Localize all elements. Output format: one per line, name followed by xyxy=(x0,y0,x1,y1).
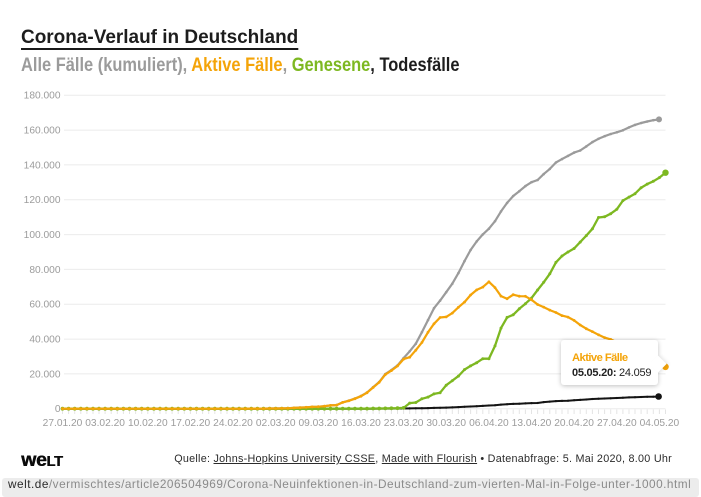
svg-text:13.04.20: 13.04.20 xyxy=(512,418,552,429)
svg-text:0: 0 xyxy=(55,404,61,415)
svg-text:27.01.20: 27.01.20 xyxy=(43,418,83,429)
svg-text:20.04.20: 20.04.20 xyxy=(554,418,594,429)
svg-text:03.02.20: 03.02.20 xyxy=(85,418,125,429)
svg-text:40.000: 40.000 xyxy=(29,335,60,346)
svg-text:30.03.20: 30.03.20 xyxy=(426,418,466,429)
svg-text:04.05.20: 04.05.20 xyxy=(640,418,680,429)
svg-text:06.04.20: 06.04.20 xyxy=(469,418,509,429)
svg-text:17.02.20: 17.02.20 xyxy=(171,418,211,429)
svg-text:120.000: 120.000 xyxy=(24,195,61,206)
svg-text:180.000: 180.000 xyxy=(24,91,61,102)
svg-text:10.02.20: 10.02.20 xyxy=(128,418,168,429)
svg-text:60.000: 60.000 xyxy=(29,300,60,311)
svg-text:09.03.20: 09.03.20 xyxy=(298,418,338,429)
svg-text:100.000: 100.000 xyxy=(24,230,61,241)
svg-text:20.000: 20.000 xyxy=(29,369,60,380)
svg-text:02.03.20: 02.03.20 xyxy=(256,418,296,429)
svg-text:140.000: 140.000 xyxy=(24,160,61,171)
svg-text:24.02.20: 24.02.20 xyxy=(213,418,253,429)
svg-text:27.04.20: 27.04.20 xyxy=(597,418,637,429)
svg-text:23.03.20: 23.03.20 xyxy=(384,418,424,429)
svg-text:16.03.20: 16.03.20 xyxy=(341,418,381,429)
svg-text:160.000: 160.000 xyxy=(24,126,61,137)
svg-text:80.000: 80.000 xyxy=(29,265,60,276)
